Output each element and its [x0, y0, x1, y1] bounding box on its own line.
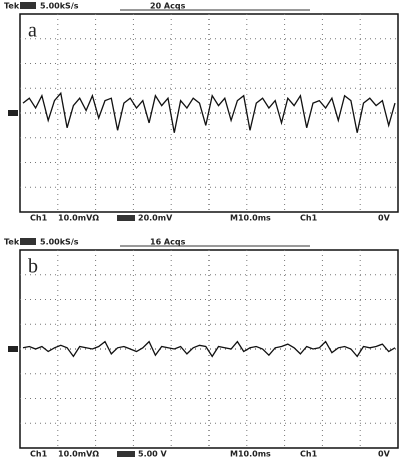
panel-label: a — [28, 20, 37, 42]
header-text: Tek — [4, 238, 20, 247]
panel-label: b — [28, 256, 38, 278]
footer-text: 10.0mVΩ — [58, 450, 99, 459]
footer-text: Ch1 — [300, 450, 318, 459]
run-badge — [20, 238, 36, 245]
screen — [20, 250, 398, 448]
ground-marker — [8, 110, 18, 116]
header-text: 5.00kS/s — [40, 238, 79, 247]
footer-text: Ch1 — [300, 214, 318, 223]
page: {"panels": [ {"label": "a", "header": ["… — [0, 0, 400, 459]
header-text: 20 Acqs — [150, 2, 186, 11]
header-text: 16 Acqs — [150, 238, 186, 247]
footer-text: Ch1 — [30, 214, 48, 223]
ground-marker — [8, 346, 18, 352]
run-badge — [20, 2, 36, 9]
footer-text: 20.0mV — [138, 214, 173, 223]
math-badge — [117, 215, 135, 221]
header-text: Tek — [4, 2, 20, 11]
footer-text: 0V — [378, 214, 391, 223]
footer-text: Ch1 — [30, 450, 48, 459]
footer-text: M10.0ms — [230, 214, 271, 223]
footer-text: 5.00 V — [138, 450, 168, 459]
math-badge — [117, 451, 135, 457]
footer-text: 0V — [378, 450, 391, 459]
footer-text: 10.0mVΩ — [58, 214, 99, 223]
footer-text: M10.0ms — [230, 450, 271, 459]
header-text: 5.00kS/s — [40, 2, 79, 11]
figure: Tek 5.00kS/s 20 Acqs a Ch1 10.0mVΩ 20.0mV M10.0… — [0, 0, 400, 459]
